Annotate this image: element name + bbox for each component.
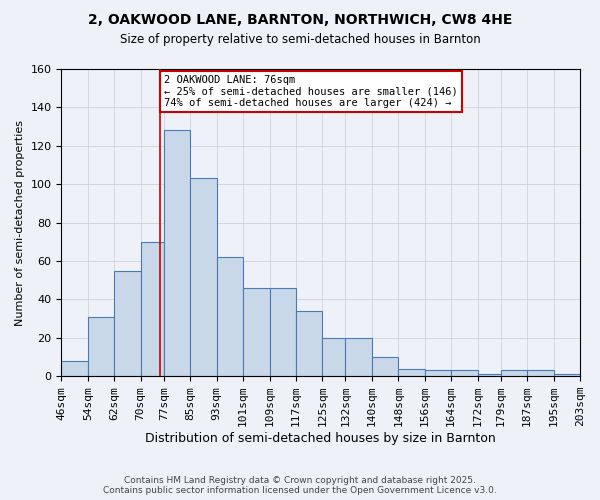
X-axis label: Distribution of semi-detached houses by size in Barnton: Distribution of semi-detached houses by … (145, 432, 496, 445)
Text: 2, OAKWOOD LANE, BARNTON, NORTHWICH, CW8 4HE: 2, OAKWOOD LANE, BARNTON, NORTHWICH, CW8… (88, 12, 512, 26)
Bar (322, 338, 346, 376)
Bar (217, 257, 243, 376)
Bar (346, 338, 372, 376)
Bar (88, 316, 114, 376)
Bar (398, 368, 425, 376)
Bar (114, 270, 140, 376)
Bar (451, 370, 478, 376)
Bar (269, 288, 296, 376)
Bar (425, 370, 451, 376)
Bar (554, 374, 580, 376)
Y-axis label: Number of semi-detached properties: Number of semi-detached properties (15, 120, 25, 326)
Bar (190, 178, 217, 376)
Bar (243, 288, 269, 376)
Text: 2 OAKWOOD LANE: 76sqm
← 25% of semi-detached houses are smaller (146)
74% of sem: 2 OAKWOOD LANE: 76sqm ← 25% of semi-deta… (164, 75, 458, 108)
Bar (478, 374, 501, 376)
Bar (372, 357, 398, 376)
Bar (140, 242, 164, 376)
Bar (61, 361, 88, 376)
Bar (527, 370, 554, 376)
Bar (296, 311, 322, 376)
Text: Contains HM Land Registry data © Crown copyright and database right 2025.
Contai: Contains HM Land Registry data © Crown c… (103, 476, 497, 495)
Text: Size of property relative to semi-detached houses in Barnton: Size of property relative to semi-detach… (119, 32, 481, 46)
Bar (501, 370, 527, 376)
Bar (164, 130, 190, 376)
